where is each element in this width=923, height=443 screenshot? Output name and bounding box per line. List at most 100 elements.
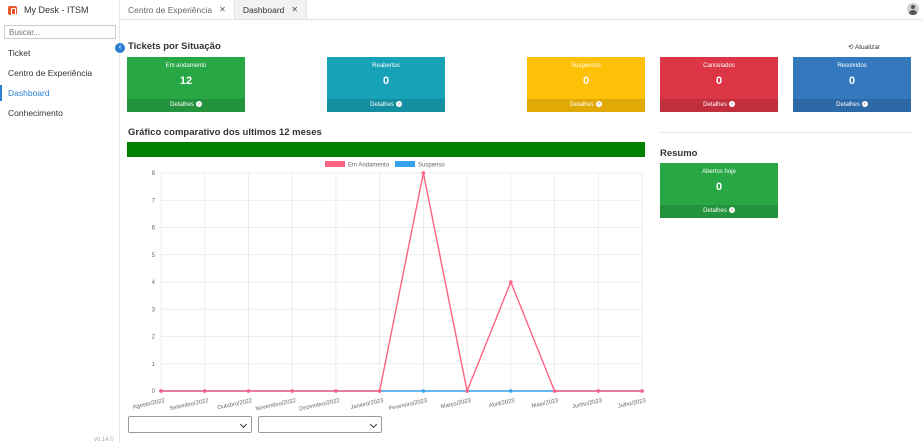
comparison-bar [127,142,645,157]
refresh-button[interactable]: ⟲ Atualizar [848,43,880,51]
x-tick-label: Maio/2023 [531,398,559,409]
details-label: Detalhes [570,102,594,108]
close-icon[interactable]: ✕ [219,5,226,14]
summary-title: Resumo [660,148,698,159]
sidebar: My Desk - ITSM Ticket Centro de Experiên… [0,0,120,443]
y-tick-label: 6 [152,226,156,232]
card-label: Abertos hoje [702,169,736,175]
card-resolvidos: Resolvidos 0 Detalhes › [793,57,911,112]
tab-centro-experiencia[interactable]: Centro de Experiência ✕ [120,0,235,19]
app-logo-icon [8,5,17,15]
data-point [640,389,644,393]
version-label: v0.14.0 [94,437,114,443]
card-value: 12 [179,75,193,87]
data-point [421,389,426,393]
details-label: Detalhes [836,102,860,108]
data-point [290,389,294,393]
card-cancelados: Cancelados 0 Detalhes › [660,57,778,112]
card-em-andamento: Em andamento 12 Detalhes › [127,57,245,112]
month-select[interactable] [128,416,252,433]
search-input[interactable] [4,25,116,39]
card-reabertos: Reabertos 0 Detalhes › [327,57,445,112]
app-title: My Desk - ITSM [24,5,89,15]
tab-label: Dashboard [242,4,285,15]
details-label: Detalhes [703,102,727,108]
data-point [246,389,251,393]
y-tick-label: 4 [152,280,156,286]
sidebar-item-centro-experiencia[interactable]: Centro de Experiência [8,68,93,78]
x-tick-label: Outubro/2022 [217,398,253,411]
x-tick-label: Junho/2023 [572,398,603,410]
refresh-label: Atualizar [854,44,881,51]
collapse-sidebar-button[interactable]: ‹ [115,43,125,53]
arrow-right-icon: › [861,101,868,108]
divider [660,132,912,133]
legend-label: Suspenso [418,163,445,169]
data-point [465,389,469,393]
details-link[interactable]: Detalhes › [127,99,245,112]
sidebar-item-conhecimento[interactable]: Conhecimento [8,108,63,118]
details-link[interactable]: Detalhes › [660,99,778,112]
x-tick-label: Novembro/2022 [255,398,297,412]
arrow-right-icon: › [595,101,602,108]
data-point [596,389,601,393]
y-tick-label: 0 [152,389,156,395]
arrow-right-icon: › [395,101,402,108]
x-tick-label: Fevereiro/2023 [388,398,427,412]
y-tick-label: 8 [152,171,156,177]
comparison-title: Gráfico comparativo dos ultimos 12 meses [128,127,322,138]
data-point [334,389,338,393]
data-point [202,389,207,393]
y-tick-label: 7 [152,198,156,204]
details-label: Detalhes [370,102,394,108]
data-point [509,280,513,284]
card-suspensos: Suspensos 0 Detalhes › [527,57,645,112]
card-label: Em andamento [165,63,207,69]
card-value: 0 [582,75,590,87]
tab-label: Centro de Experiência [128,4,213,15]
brand[interactable]: My Desk - ITSM [0,0,119,20]
x-tick-label: Julho/2023 [617,398,646,410]
y-tick-label: 3 [152,307,156,313]
card-label: Cancelados [703,63,735,69]
tab-dashboard[interactable]: Dashboard ✕ [234,0,308,19]
card-label: Resolvidos [837,63,867,69]
x-tick-label: Março/2023 [440,398,471,410]
card-value: 0 [382,75,390,87]
tab-bar: Centro de Experiência ✕ Dashboard ✕ [120,0,923,20]
refresh-icon: ⟲ [848,44,854,51]
x-tick-label: Agosto/2022 [132,398,165,411]
details-link[interactable]: Detalhes › [527,99,645,112]
legend-swatch [395,161,415,167]
tickets-title: Tickets por Situação [128,41,221,52]
arrow-right-icon: › [728,101,735,108]
details-link[interactable]: Detalhes › [660,205,778,218]
sidebar-item-dashboard[interactable]: Dashboard [0,83,119,103]
data-point [377,389,382,393]
series-line [161,172,642,394]
details-label: Detalhes [170,102,194,108]
sidebar-item-ticket[interactable]: Ticket [8,48,31,58]
details-link[interactable]: Detalhes › [793,99,911,112]
legend-label: Em Andamento [348,163,390,169]
user-avatar-icon[interactable] [907,3,919,15]
year-select[interactable] [258,416,382,433]
y-tick-label: 2 [152,335,156,341]
data-point [421,171,426,175]
data-point [159,389,163,393]
x-tick-label: Dezembro/2022 [299,398,341,412]
card-label: Reabertos [372,63,400,69]
arrow-right-icon: › [195,101,202,108]
details-link[interactable]: Detalhes › [327,99,445,112]
y-tick-label: 5 [152,253,156,259]
line-chart: 0 1 2 3 4 5 6 7 8 Agosto/2022 Setembro/2022 Outubro… [132,161,646,413]
data-point [509,389,513,393]
close-icon[interactable]: ✕ [291,5,299,14]
details-label: Detalhes [703,208,727,214]
arrow-right-icon: › [728,207,735,214]
card-value: 0 [715,181,723,193]
data-point [552,389,557,393]
legend-swatch [325,161,345,167]
card-label: Suspensos [571,63,601,69]
y-tick-label: 1 [152,362,156,368]
